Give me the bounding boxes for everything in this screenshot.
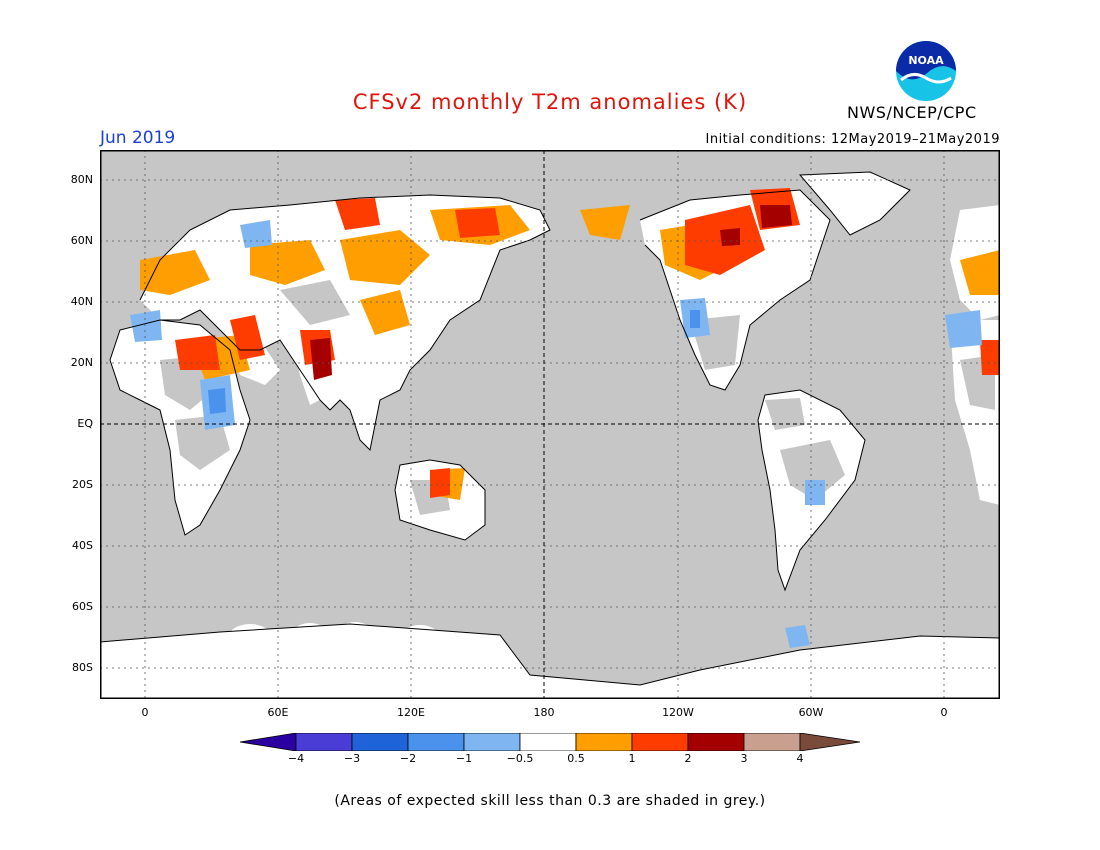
lat-label: 20S [72,478,93,491]
lat-label: 80N [70,173,93,186]
land-greenland [800,172,910,235]
forecast-month: Jun 2019 [100,128,176,148]
colorbar-label: −2 [399,752,417,765]
colorbar-segment [295,733,353,751]
noaa-logo-text: NOAA [908,54,944,67]
initial-conditions: Initial conditions: 12May2019–21May2019 [705,132,1000,147]
land-se-asia [340,355,380,410]
colorbar-segment [687,733,745,751]
lat-label: 40N [70,295,93,308]
lat-label: 40S [72,539,93,552]
colorbar-arrow-high [799,733,860,751]
map-frame [100,150,1000,699]
skill-footnote: (Areas of expected skill less than 0.3 a… [334,793,766,809]
colorbar [240,733,860,751]
colorbar-segment [575,733,633,751]
lat-label: 80S [72,661,93,674]
lat-label: EQ [77,417,93,430]
lon-label: 0 [141,706,149,719]
colorbar-segment [351,733,409,751]
colorbar-segment [519,733,577,751]
colorbar-label: −4 [287,752,305,765]
colorbar-segment [743,733,801,751]
lon-label: 120E [397,706,425,719]
colorbar-label: −3 [343,752,361,765]
agency-label: NWS/NCEP/CPC [847,103,977,122]
lon-label: 120W [662,706,694,719]
land-neutral [100,172,1000,699]
anomaly-warm-2-to-3 [310,205,792,380]
graticule [100,150,1000,699]
lon-label: 60W [798,706,824,719]
colorbar-label: 1 [628,752,636,765]
lon-label: 180 [533,706,555,719]
colorbar-label: 4 [796,752,804,765]
colorbar-label: −1 [455,752,473,765]
lat-label: 60N [70,234,93,247]
colorbar-segment [407,733,465,751]
colorbar-arrow-low [240,733,297,751]
world-anomaly-map [100,150,1000,699]
noaa-logo: NOAA [896,41,956,101]
map-title: CFSv2 monthly T2m anomalies (K) [352,90,748,114]
colorbar-label: −0.5 [506,752,534,765]
coastlines [100,171,1000,686]
lat-label: 20N [70,356,93,369]
reference-lines [100,150,1000,699]
colorbar-label: 3 [740,752,748,765]
colorbar-label: 2 [684,752,692,765]
land-eurasia [140,195,550,450]
anomaly-cool-strong [208,310,700,414]
colorbar-segment [631,733,689,751]
colorbar-label: 0.5 [567,752,585,765]
lat-label: 60S [72,600,93,613]
lon-label: 0 [940,706,948,719]
colorbar-segment [463,733,521,751]
lon-label: 60E [267,706,289,719]
